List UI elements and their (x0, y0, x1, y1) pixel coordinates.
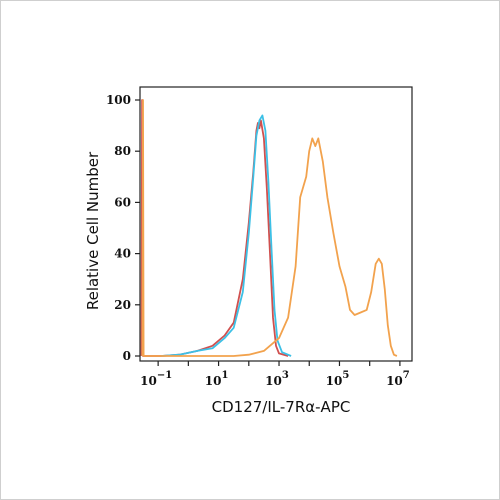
plot-area (139, 86, 413, 362)
x-axis-label: CD127/IL-7Rα-APC (212, 398, 351, 416)
plot-border (139, 86, 413, 362)
x-tick-label: 103 (265, 370, 289, 388)
series-line-3 (141, 99, 398, 357)
y-tick-label: 40 (114, 247, 131, 261)
axis-ticks: 0 20 40 60 80 100 10−1 101 103 105 107 (106, 93, 410, 388)
x-tick-label: 105 (326, 370, 350, 388)
y-tick-label: 60 (114, 195, 131, 209)
x-tick-label: 107 (386, 370, 410, 388)
y-axis-label: Relative Cell Number (84, 151, 102, 310)
x-tick-label: 101 (205, 370, 229, 388)
y-tick-label: 100 (106, 93, 131, 107)
y-tick-label: 20 (114, 298, 131, 312)
y-tick-label: 80 (114, 144, 131, 158)
series-line-2 (161, 114, 292, 357)
y-tick-label: 0 (123, 349, 131, 363)
x-tick-label: 10−1 (140, 370, 172, 388)
